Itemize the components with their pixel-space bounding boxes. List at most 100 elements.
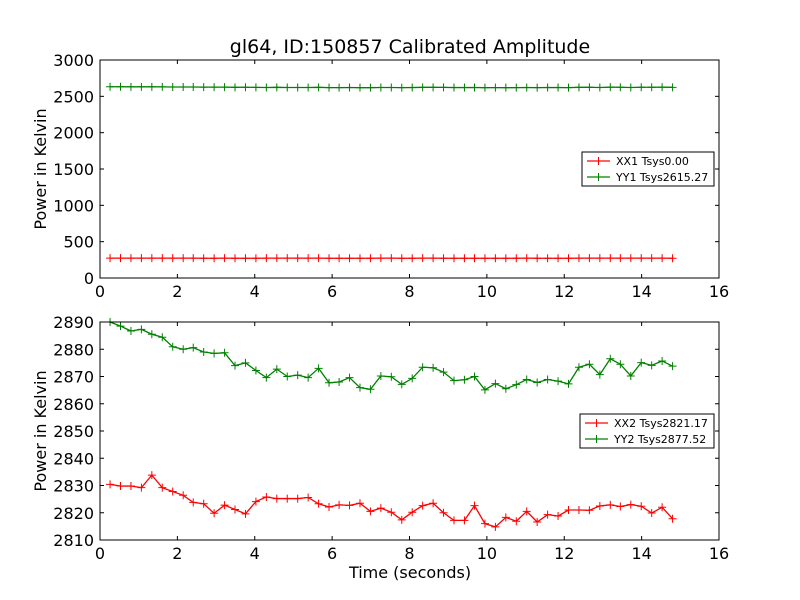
- data-point-marker: [231, 361, 240, 370]
- data-point-marker: [647, 509, 656, 518]
- data-point-marker: [522, 375, 531, 384]
- data-point-marker: [626, 254, 635, 263]
- data-point-marker: [147, 330, 156, 339]
- data-point-marker: [137, 483, 146, 492]
- data-point-marker: [460, 375, 469, 384]
- data-point-marker: [501, 254, 510, 263]
- data-point-marker: [418, 83, 427, 92]
- data-point-marker: [158, 82, 167, 91]
- x-tick-label: 4: [250, 282, 260, 301]
- data-point-marker: [199, 254, 208, 263]
- data-point-marker: [522, 83, 531, 92]
- data-point-marker: [512, 517, 521, 526]
- data-point-marker: [491, 379, 500, 388]
- data-point-marker: [366, 254, 375, 263]
- legend-box: [581, 151, 715, 187]
- data-point-marker: [606, 254, 615, 263]
- data-point-marker: [293, 494, 302, 503]
- y-tick-label: 0: [84, 269, 94, 288]
- data-point-marker: [470, 372, 479, 381]
- data-point-marker: [293, 83, 302, 92]
- y-tick-label: 2890: [53, 313, 94, 332]
- data-point-marker: [199, 83, 208, 92]
- data-point-marker: [262, 83, 271, 92]
- data-point-marker: [439, 368, 448, 377]
- data-point-marker: [470, 83, 479, 92]
- x-tick-label: 12: [554, 544, 574, 563]
- top-plot: 0 2 4 6 8 10 12 14 16 0 500 1000 1500 2000 2500 3000 XX1…: [53, 51, 729, 301]
- data-point-marker: [106, 254, 115, 263]
- data-point-marker: [480, 83, 489, 92]
- data-point-marker: [574, 363, 583, 372]
- data-point-marker: [408, 254, 417, 263]
- data-point-marker: [429, 254, 438, 263]
- data-point-marker: [147, 471, 156, 480]
- data-point-marker: [335, 377, 344, 386]
- y-tick-label: 1000: [53, 196, 94, 215]
- data-point-marker: [137, 82, 146, 91]
- data-point-marker: [512, 254, 521, 263]
- data-point-marker: [314, 364, 323, 373]
- data-point-marker: [606, 83, 615, 92]
- data-point-marker: [408, 83, 417, 92]
- data-point-marker: [199, 347, 208, 356]
- data-point-marker: [366, 385, 375, 394]
- data-point-marker: [262, 492, 271, 501]
- data-point-marker: [533, 254, 542, 263]
- x-tick-label: 10: [477, 544, 497, 563]
- data-point-marker: [220, 83, 229, 92]
- data-point-marker: [658, 503, 667, 512]
- data-point-marker: [668, 254, 677, 263]
- data-point-marker: [480, 254, 489, 263]
- data-point-marker: [491, 83, 500, 92]
- data-point-marker: [179, 83, 188, 92]
- data-point-marker: [501, 384, 510, 393]
- data-point-marker: [616, 360, 625, 369]
- data-point-marker: [397, 83, 406, 92]
- data-point-marker: [272, 254, 281, 263]
- data-point-marker: [376, 83, 385, 92]
- data-point-marker: [595, 254, 604, 263]
- data-point-marker: [126, 482, 135, 491]
- data-point-marker: [293, 254, 302, 263]
- data-point-marker: [616, 254, 625, 263]
- data-point-marker: [126, 326, 135, 335]
- x-tick-label: 8: [404, 544, 414, 563]
- data-point-marker: [304, 493, 313, 502]
- data-point-marker: [325, 83, 334, 92]
- data-point-marker: [366, 83, 375, 92]
- data-point-marker: [241, 83, 250, 92]
- data-point-marker: [637, 502, 646, 511]
- data-point-marker: [668, 514, 677, 523]
- data-point-marker: [522, 507, 531, 516]
- data-point-marker: [606, 354, 615, 363]
- data-point-marker: [616, 83, 625, 92]
- data-point-marker: [658, 356, 667, 365]
- data-point-marker: [574, 254, 583, 263]
- data-point-marker: [595, 501, 604, 510]
- data-point-marker: [460, 516, 469, 525]
- data-point-marker: [147, 82, 156, 91]
- data-point-marker: [251, 83, 260, 92]
- legend-marker: [594, 157, 603, 165]
- y-tick-label: 2820: [53, 504, 94, 523]
- data-point-marker: [355, 83, 364, 92]
- data-point-marker: [314, 83, 323, 92]
- data-point-marker: [585, 506, 594, 515]
- top-y-axis-label: Power in Kelvin: [31, 108, 50, 229]
- y-tick-label: 2810: [53, 531, 94, 550]
- data-point-marker: [439, 83, 448, 92]
- data-point-marker: [626, 83, 635, 92]
- y-tick-label: 2850: [53, 422, 94, 441]
- data-point-marker: [637, 83, 646, 92]
- legend-label: YY1 Tsys2615.27: [615, 171, 708, 184]
- bottom-plot: 0 2 4 6 8 10 12 14 16 2810 2820 2830 2840 2850 2860 287…: [53, 313, 729, 563]
- data-point-marker: [272, 83, 281, 92]
- data-point-marker: [106, 82, 115, 91]
- data-point-marker: [210, 83, 219, 92]
- data-point-marker: [439, 508, 448, 517]
- data-point-marker: [387, 372, 396, 381]
- data-point-marker: [168, 487, 177, 496]
- data-point-marker: [241, 358, 250, 367]
- data-point-marker: [345, 254, 354, 263]
